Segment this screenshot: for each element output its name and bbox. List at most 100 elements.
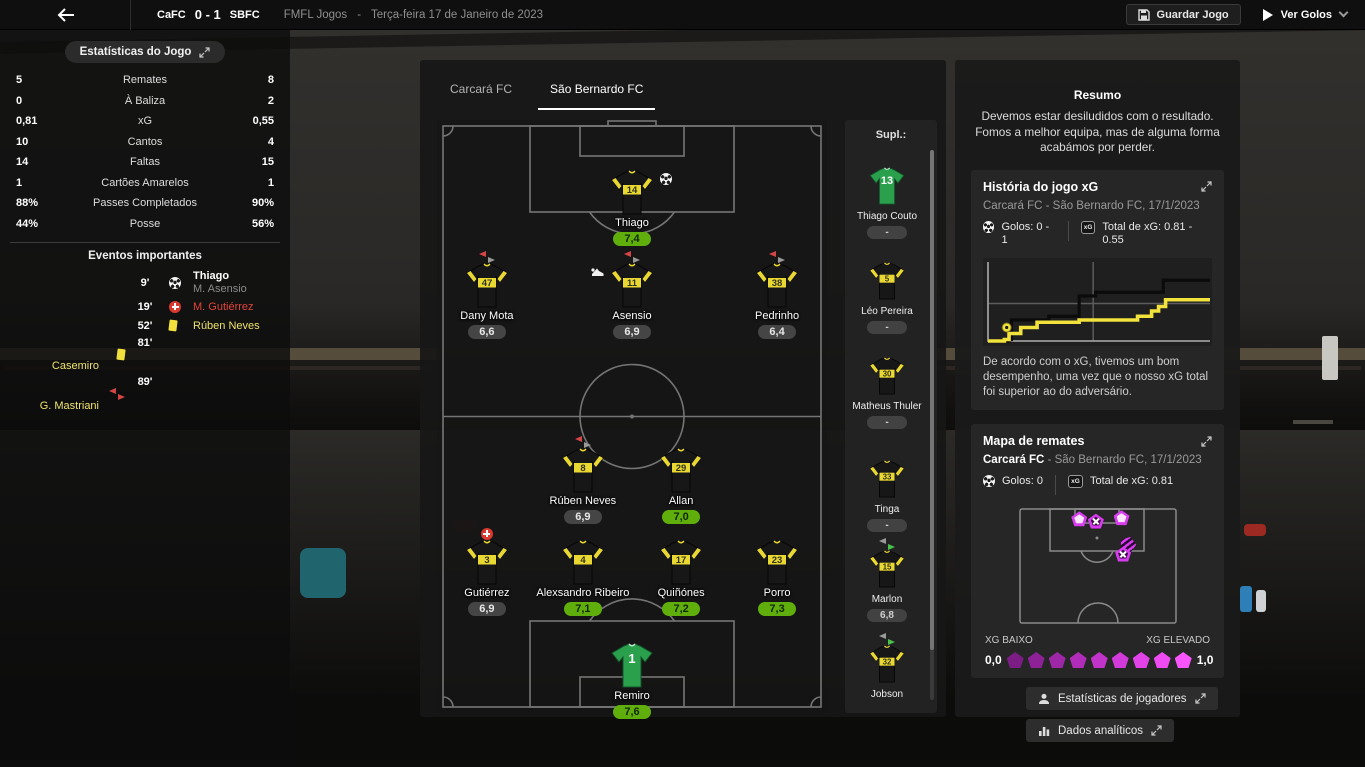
player-rúben-neves[interactable]: 8 Rúben Neves 6,9 xyxy=(528,435,638,525)
pentagon-inner xyxy=(1074,514,1085,524)
shot-marker-x[interactable] xyxy=(1087,513,1104,529)
event-player[interactable]: Thiago M. Asensio xyxy=(187,270,278,295)
xg-history-chart xyxy=(983,258,1212,347)
sub-name: Matheus Thuler xyxy=(852,401,922,412)
event-player-name[interactable]: Casemiro xyxy=(51,360,99,372)
red-arrow xyxy=(118,394,125,400)
analytics-button[interactable]: Dados analíticos xyxy=(1026,719,1175,742)
event-player-name[interactable]: Rúben Neves xyxy=(193,319,260,332)
tab-carcará-fc[interactable]: Carcará FC xyxy=(450,82,513,96)
shot-marker-x[interactable] xyxy=(1115,546,1132,562)
home-value: 88% xyxy=(16,197,39,210)
shirt-wrap: 29 xyxy=(626,448,736,493)
svg-text:8: 8 xyxy=(580,463,585,474)
match-stats-button[interactable]: Estatísticas do Jogo xyxy=(64,41,226,63)
scrollbar[interactable] xyxy=(930,150,934,700)
player-gutiérrez[interactable]: 3 Gutiérrez 6,9 xyxy=(432,527,542,617)
save-game-button[interactable]: Guardar Jogo xyxy=(1125,4,1241,25)
event-player[interactable]: M. Gutiérrez xyxy=(187,301,278,313)
shot-marker-filled[interactable] xyxy=(1071,511,1088,527)
player-dany-mota[interactable]: 47 Dany Mota 6,6 xyxy=(432,250,542,340)
sub-rating: - xyxy=(867,321,907,334)
away-value: 4 xyxy=(267,135,274,148)
back-button[interactable] xyxy=(48,0,84,30)
substitution-icon xyxy=(624,250,640,263)
event-player[interactable]: Casemiro xyxy=(12,360,103,372)
event-minute: 52' xyxy=(137,319,153,332)
goals-meta: Golos: 0 xyxy=(983,475,1043,489)
player-alexsandro-ribeiro[interactable]: 4 Alexsandro Ribeiro 7,1 xyxy=(528,527,638,617)
sub-status-badges xyxy=(845,538,929,550)
shirt-wrap: 4 xyxy=(528,540,638,585)
shirt: 4 xyxy=(562,540,604,585)
view-goals-button[interactable]: Ver Golos xyxy=(1262,7,1349,21)
expand-icon[interactable] xyxy=(1201,181,1212,192)
shirt: 5 xyxy=(869,262,905,300)
stat-row: 0,81 xG 0,55 xyxy=(0,111,290,132)
arrow-row xyxy=(879,639,895,645)
player-asensio[interactable]: 11 Asensio 6,9 xyxy=(577,250,687,340)
event-player-name[interactable]: Thiago xyxy=(193,270,230,282)
player-name: Allan xyxy=(668,495,694,507)
gray-arrow xyxy=(583,441,591,448)
event-minute: 9' xyxy=(140,276,150,289)
shirt-wrap: 30 xyxy=(845,357,929,400)
player-allan[interactable]: 29 Allan 7,0 xyxy=(626,435,736,525)
stat-label: Passes Completados xyxy=(93,197,197,210)
arrow-row xyxy=(574,435,591,442)
shirt: 17 xyxy=(660,540,702,585)
save-icon xyxy=(1137,8,1150,21)
event-player[interactable]: G. Mastriani xyxy=(12,400,103,412)
arrow-row xyxy=(478,250,495,257)
stat-rows: 5 Remates 8 0 À Baliza 2 0,81 xG 0,55 10 Cantos 4 14… xyxy=(0,70,290,234)
expand-icon[interactable] xyxy=(1201,435,1212,447)
event-player[interactable]: Rúben Neves xyxy=(187,320,278,332)
player-pedrinho[interactable]: 38 Pedrinho 6,4 xyxy=(722,250,832,340)
player-porro[interactable]: 23 Porro 7,3 xyxy=(722,527,832,617)
event-player-name[interactable]: G. Mastriani xyxy=(39,400,99,412)
sub-jobson[interactable]: 32 Jobson xyxy=(845,633,929,700)
sub-léo-pereira[interactable]: 5 Léo Pereira - xyxy=(845,250,929,335)
xg-scale-pentagon xyxy=(1153,652,1171,668)
svg-text:17: 17 xyxy=(676,555,687,566)
player-status-badges xyxy=(626,435,736,448)
player-remiro[interactable]: 1 Remiro 7,6 xyxy=(577,630,687,720)
player-quiñónes[interactable]: 17 Quiñónes 7,2 xyxy=(626,527,736,617)
shot-map-markings xyxy=(1018,508,1177,624)
player-status-badges xyxy=(528,435,638,448)
match-date: Terça-feira 17 de Janeiro de 2023 xyxy=(371,8,544,21)
shirt-wrap: 32 xyxy=(845,645,929,688)
event-assist-name[interactable]: M. Asensio xyxy=(193,283,247,295)
player-thiago[interactable]: 14 Thiago 7,4 xyxy=(577,157,687,247)
arrow-row xyxy=(879,538,895,544)
expand-icon xyxy=(199,46,211,58)
shirt: 11 xyxy=(611,263,653,308)
xg-history-card: História do jogo xG Carcará FC - São Ber… xyxy=(971,169,1224,410)
player-name: Rúben Neves xyxy=(549,495,617,507)
bar-chart-icon xyxy=(1039,726,1050,736)
total-xg-meta: xG Total de xG: 0.81 - 0.55 xyxy=(1080,220,1212,249)
svg-text:33: 33 xyxy=(883,472,892,481)
event-icon-cell xyxy=(103,348,126,361)
event-player-name[interactable]: M. Gutiérrez xyxy=(193,300,254,313)
sub-tinga[interactable]: 33 Tinga - xyxy=(845,448,929,533)
tab-são-bernardo-fc[interactable]: São Bernardo FC xyxy=(538,78,656,110)
event-row: 52' Rúben Neves xyxy=(0,316,290,335)
football-icon xyxy=(983,220,995,233)
away-team-abbr: SBFC xyxy=(229,8,260,21)
svg-text:5: 5 xyxy=(885,274,890,283)
sub-thiago-couto[interactable]: 13 Thiago Couto - xyxy=(845,155,929,240)
goal-icon xyxy=(169,276,181,289)
shirt-wrap: 1 xyxy=(577,643,687,688)
sub-matheus-thuler[interactable]: 30 Matheus Thuler - xyxy=(845,345,929,430)
player-stats-button[interactable]: Estatísticas de jogadores xyxy=(1026,687,1218,710)
goals-label: Golos: 0 - 1 xyxy=(1001,220,1050,247)
shot-marker-filled[interactable] xyxy=(1113,510,1130,526)
xg-scale-pentagons xyxy=(1006,652,1192,668)
stat-row: 5 Remates 8 xyxy=(0,70,290,91)
shirt-wrap: 15 xyxy=(845,550,929,593)
summary-title: Resumo xyxy=(1073,88,1122,102)
scrollbar-thumb[interactable] xyxy=(930,150,934,650)
sub-marlon[interactable]: 15 Marlon 6,8 xyxy=(845,538,929,623)
shirt: 38 xyxy=(756,263,798,308)
